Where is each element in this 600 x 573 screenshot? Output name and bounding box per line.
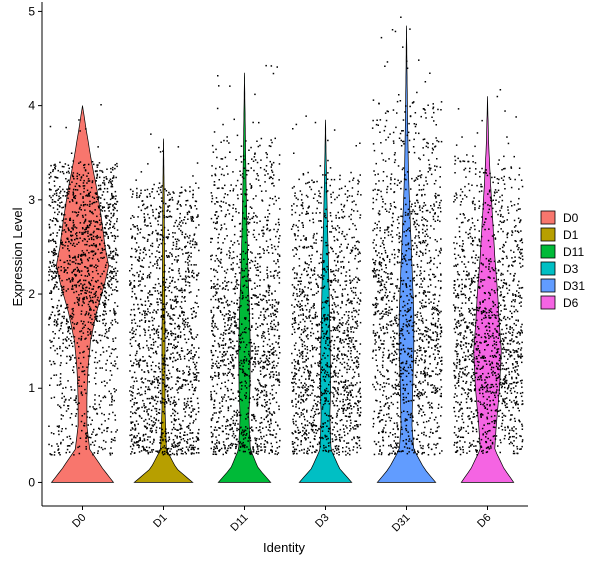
x-tick-label-D31: D31 [390, 512, 413, 535]
legend-label-D1: D1 [563, 228, 579, 242]
violin-D0 [52, 106, 114, 483]
legend-key-D1 [541, 228, 555, 241]
legend-label-D11: D11 [563, 245, 584, 259]
y-tick-label: 4 [28, 99, 35, 113]
legend-label-D0: D0 [563, 211, 579, 225]
legend-label-D3: D3 [563, 262, 579, 276]
x-tick-label-D1: D1 [151, 512, 169, 530]
legend-label-D31: D31 [563, 279, 585, 293]
legend-key-D3 [541, 262, 555, 275]
y-tick-label: 1 [28, 381, 35, 395]
y-tick-label: 0 [28, 475, 35, 489]
legend-key-D31 [541, 279, 555, 292]
x-tick-label-D11: D11 [228, 512, 250, 534]
x-tick-label-D6: D6 [475, 512, 493, 530]
legend: D0 D1 D11 D3 D31 D6 [541, 211, 585, 310]
legend-label-D6: D6 [563, 296, 579, 310]
x-tick-label-D3: D3 [313, 512, 331, 530]
jitter-points-layer [48, 17, 524, 456]
y-tick-label: 5 [28, 4, 35, 18]
x-tick-label-D0: D0 [70, 512, 88, 530]
y-axis-title: Expression Level [10, 207, 25, 306]
legend-key-D6 [541, 296, 555, 309]
violins-layer [52, 26, 514, 483]
x-axis-title: Identity [263, 540, 305, 555]
y-tick-label: 2 [28, 287, 35, 301]
legend-key-D11 [541, 245, 555, 258]
y-tick-label: 3 [28, 193, 35, 207]
legend-key-D0 [541, 211, 555, 224]
